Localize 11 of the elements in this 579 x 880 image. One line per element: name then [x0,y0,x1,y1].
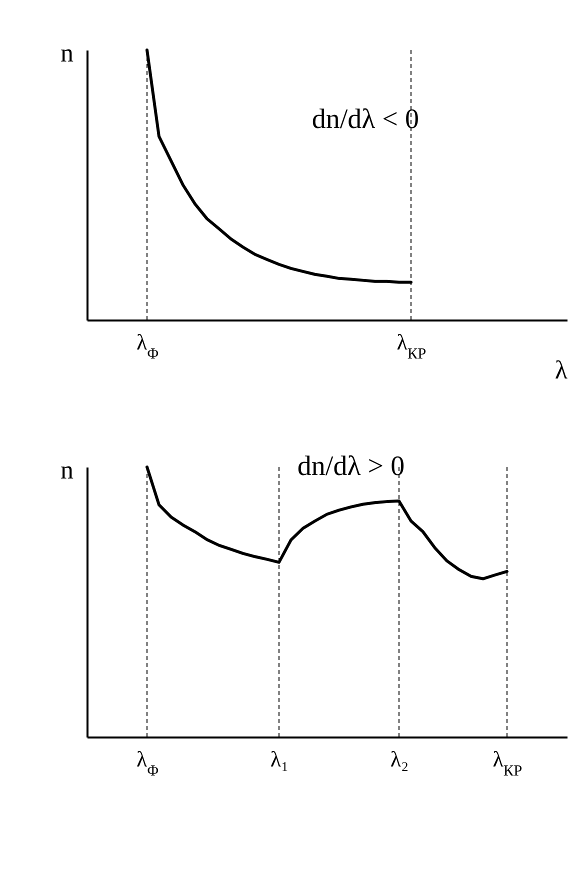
x-tick-label: λ$_{Φ}$ [136,330,158,362]
x-tick-label: λ$_{КР}$ [492,746,522,779]
x-tick-label: λ₂ [390,746,409,772]
x-axis-title: λ [554,356,568,384]
annotation: dn/dλ < 0 [312,104,419,135]
x-tick-label: λ$_{Φ}$ [136,746,158,779]
x-tick-label: λ₁ [270,746,289,772]
y-axis-title: n [60,38,74,68]
annotation: dn/dλ > 0 [297,451,405,482]
y-axis-title: n [60,456,74,484]
x-tick-label: λ$_{КР}$ [396,330,426,362]
